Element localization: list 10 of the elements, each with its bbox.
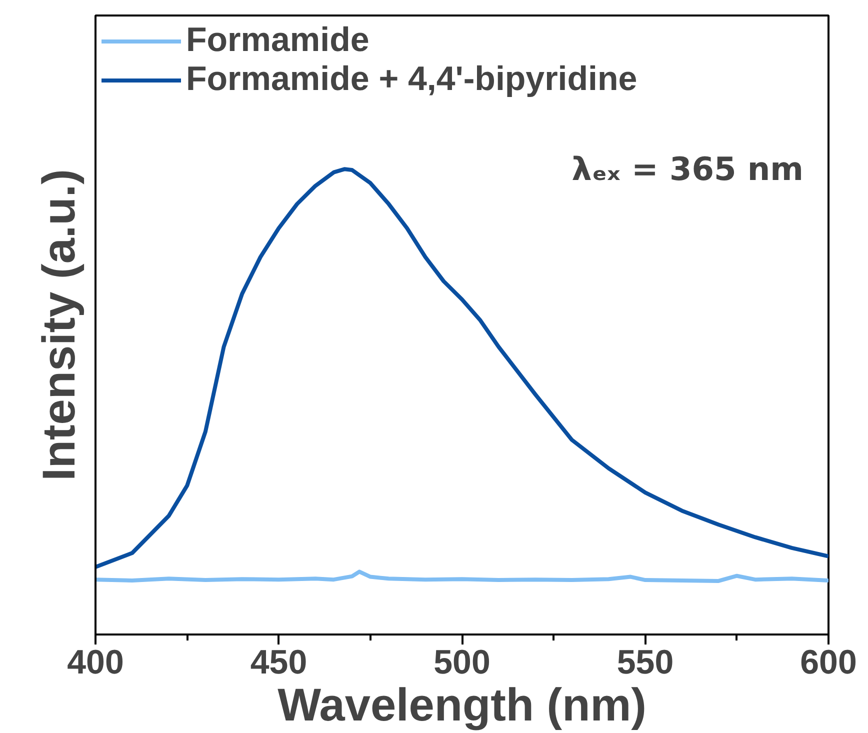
legend-label: Formamide + 4,4'-bipyridine — [186, 60, 638, 99]
x-tick-label: 600 — [800, 644, 857, 682]
x-axis-title: Wavelength (nm) — [278, 678, 646, 730]
x-tick-label: 400 — [67, 644, 124, 682]
x-tick-label: 550 — [616, 644, 674, 682]
x-tick-label: 500 — [434, 644, 490, 682]
annotation: λₑₓ = 365 nm — [572, 150, 804, 188]
x-tick-label: 450 — [250, 644, 308, 682]
y-axis-title: Intensity (a.u.) — [32, 169, 84, 481]
legend-label: Formamide — [186, 21, 370, 60]
